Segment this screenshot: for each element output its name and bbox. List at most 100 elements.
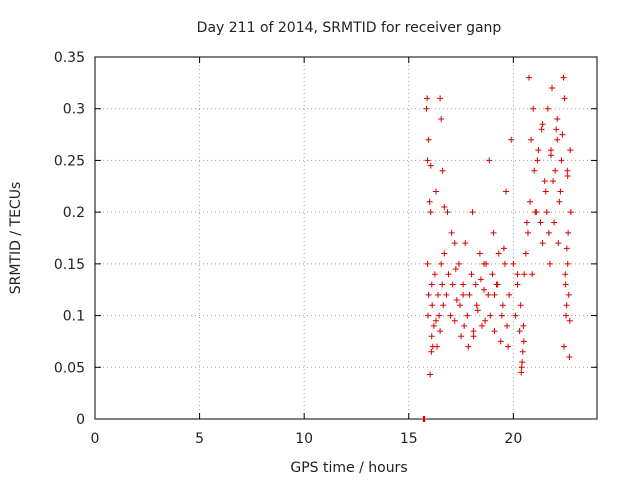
x-tick-label: 0 xyxy=(91,431,100,447)
data-point xyxy=(427,162,434,169)
data-point xyxy=(560,343,567,350)
data-point xyxy=(444,209,451,216)
data-point xyxy=(428,348,435,355)
data-point xyxy=(521,271,528,278)
data-point xyxy=(564,172,571,179)
data-point xyxy=(456,302,463,309)
data-point xyxy=(539,121,546,128)
data-point xyxy=(520,338,527,345)
data-point xyxy=(562,271,569,278)
y-tick-label: 0.05 xyxy=(54,360,85,376)
data-point xyxy=(562,281,569,288)
data-point xyxy=(563,245,570,252)
data-point xyxy=(481,286,488,293)
data-point xyxy=(547,147,554,154)
data-point xyxy=(499,302,506,309)
axis-ticks: 0 0.05 0.1 0.15 0.2 0.25 0.3 0.35 0 5 10 15 20 xyxy=(54,50,597,447)
y-tick-label: 0.2 xyxy=(63,205,85,221)
data-point xyxy=(526,74,533,81)
data-point xyxy=(547,152,554,159)
data-point xyxy=(497,338,504,345)
data-point xyxy=(517,302,524,309)
data-point xyxy=(520,322,527,329)
data-point xyxy=(473,302,480,309)
x-tick-label: 10 xyxy=(295,431,313,447)
data-points xyxy=(420,74,574,422)
y-tick-label: 0.3 xyxy=(63,102,85,118)
data-point xyxy=(551,219,558,226)
data-point xyxy=(554,116,561,123)
data-point xyxy=(455,260,462,267)
data-point xyxy=(549,85,556,92)
data-point xyxy=(491,291,498,298)
data-point xyxy=(424,95,431,102)
data-point xyxy=(566,353,573,360)
data-point xyxy=(530,105,537,112)
data-point xyxy=(543,209,550,216)
x-axis-label: GPS time / hours xyxy=(290,460,407,476)
data-point xyxy=(567,209,574,216)
x-tick-label: 5 xyxy=(195,431,204,447)
data-point xyxy=(495,250,502,257)
data-point xyxy=(468,271,475,278)
y-axis-label: SRMTID / TECUs xyxy=(8,182,24,295)
data-point xyxy=(439,167,446,174)
data-point xyxy=(474,307,481,314)
y-tick-label: 0.35 xyxy=(54,50,85,66)
data-point xyxy=(522,250,529,257)
data-point xyxy=(461,322,468,329)
data-point xyxy=(544,105,551,112)
data-point xyxy=(557,188,564,195)
data-point xyxy=(531,167,538,174)
data-point xyxy=(558,157,565,164)
data-point xyxy=(472,281,479,288)
data-point xyxy=(430,322,437,329)
data-point xyxy=(504,322,511,329)
data-point xyxy=(529,271,536,278)
data-point xyxy=(546,260,553,267)
data-point xyxy=(466,291,473,298)
data-point xyxy=(486,157,493,164)
data-point xyxy=(424,260,431,267)
data-point xyxy=(465,343,472,350)
data-point xyxy=(535,147,542,154)
data-point xyxy=(424,312,431,319)
data-point xyxy=(505,343,512,350)
data-point xyxy=(539,240,546,247)
data-point xyxy=(477,276,484,283)
data-point xyxy=(527,198,534,205)
data-point xyxy=(428,333,435,340)
data-point xyxy=(564,167,571,174)
data-point xyxy=(490,229,497,236)
data-point xyxy=(436,312,443,319)
data-point xyxy=(552,167,559,174)
data-point xyxy=(514,271,521,278)
data-point xyxy=(519,348,526,355)
data-point xyxy=(448,229,455,236)
data-point xyxy=(512,312,519,319)
data-point xyxy=(423,105,430,112)
data-point xyxy=(510,260,517,267)
grid-lines xyxy=(95,57,597,419)
data-point xyxy=(429,302,436,309)
y-tick-label: 0.1 xyxy=(63,309,85,325)
data-point xyxy=(565,291,572,298)
data-point xyxy=(451,317,458,324)
data-point xyxy=(435,291,442,298)
data-point xyxy=(534,157,541,164)
data-point xyxy=(438,260,445,267)
data-point xyxy=(485,291,492,298)
y-tick-label: 0 xyxy=(76,412,85,428)
data-point xyxy=(481,260,488,267)
data-point xyxy=(489,271,496,278)
data-point xyxy=(538,126,545,133)
data-point xyxy=(441,250,448,257)
data-point xyxy=(421,416,428,422)
data-point xyxy=(447,312,454,319)
data-point xyxy=(441,203,448,210)
data-point xyxy=(464,312,471,319)
data-point xyxy=(470,333,477,340)
data-point xyxy=(559,131,566,138)
y-tick-label: 0.15 xyxy=(54,257,85,273)
data-point xyxy=(564,260,571,267)
